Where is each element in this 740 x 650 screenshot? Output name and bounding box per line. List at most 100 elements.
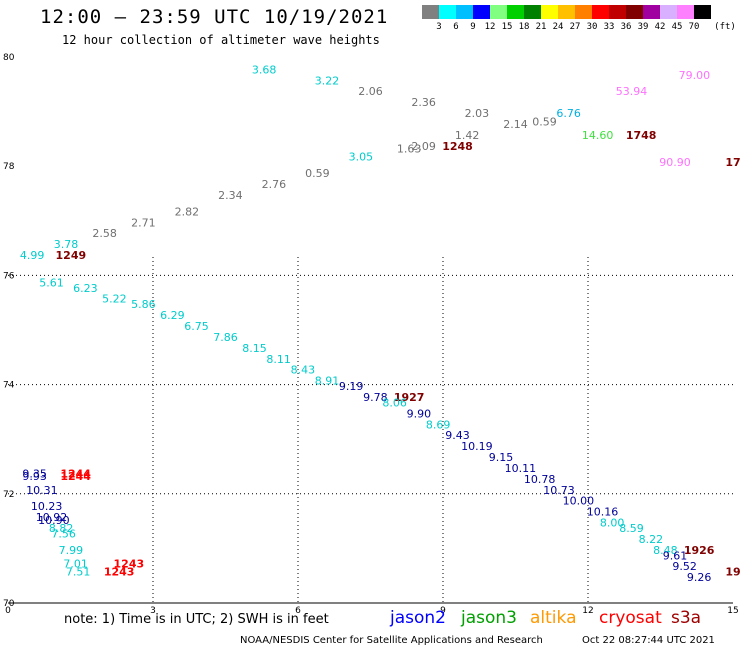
wave-height-label: 9.78 xyxy=(363,391,388,404)
wave-height-label: 8.91 xyxy=(315,375,340,388)
x-tick-label: 3 xyxy=(150,606,156,616)
wave-height-label: 10.00 xyxy=(563,495,595,508)
legend-swatch xyxy=(507,5,524,19)
wave-height-label: 8.59 xyxy=(619,522,644,535)
wave-height-label: 8.43 xyxy=(291,364,316,377)
legend-swatch xyxy=(541,5,558,19)
wave-height-label: 6.76 xyxy=(556,107,581,120)
wave-height-label: 10.19 xyxy=(461,440,493,453)
wave-height-label: 5.86 xyxy=(131,298,156,311)
wave-height-label: 9.52 xyxy=(672,560,697,573)
wave-height-label: 8.22 xyxy=(639,533,664,546)
wave-height-label: 2.71 xyxy=(131,216,156,229)
wave-height-label: 8.82 xyxy=(49,522,74,535)
wave-height-label: 2.34 xyxy=(218,189,243,202)
legend-swatch xyxy=(490,5,507,19)
x-tick-label: 6 xyxy=(295,606,301,616)
wave-height-label: 53.94 xyxy=(616,85,648,98)
wave-height-label: 6.23 xyxy=(73,282,98,295)
legend-swatch xyxy=(609,5,626,19)
map-subtitle: 12 hour collection of altimeter wave hei… xyxy=(62,33,380,47)
wave-height-label: 10.16 xyxy=(587,506,619,519)
wave-height-label: 2.03 xyxy=(465,107,490,120)
wave-height-label: 8.69 xyxy=(426,418,451,431)
wave-height-label: 7.99 xyxy=(59,544,84,557)
legend-swatch xyxy=(575,5,592,19)
wave-height-label: 2.36 xyxy=(411,96,436,109)
wave-height-label: 1243 xyxy=(114,558,145,571)
wave-height-label: 9.35 xyxy=(22,467,47,480)
y-tick-label: 80 xyxy=(3,53,15,63)
legend-label: 21 xyxy=(535,22,547,32)
wave-height-label: 9.90 xyxy=(407,407,432,420)
wave-height-label: 9.93 xyxy=(22,470,47,483)
wave-height-label: 5.61 xyxy=(39,276,64,289)
wave-height-label: 1243 xyxy=(104,566,135,579)
wave-height-label: 14.60 xyxy=(582,129,614,142)
wave-height-label: 1926 xyxy=(684,544,715,557)
wave-height-label: 9.61 xyxy=(663,549,688,562)
wave-height-label: 2.76 xyxy=(262,178,287,191)
wave-height-label: 8.48 xyxy=(653,544,678,557)
legend-swatch xyxy=(677,5,694,19)
wave-height-label: 2.14 xyxy=(503,118,528,131)
legend-swatch xyxy=(592,5,609,19)
legend-label: 39 xyxy=(637,22,649,32)
legend-swatch xyxy=(422,5,439,19)
wave-height-label: 1248 xyxy=(442,140,473,153)
satellite-s3a: s3a xyxy=(671,608,702,628)
legend-label: 33 xyxy=(603,22,615,32)
wave-height-label: 9.15 xyxy=(489,451,514,464)
wave-height-label: 3.68 xyxy=(252,63,277,76)
wave-height-label: 1244 xyxy=(60,467,91,480)
wave-height-label: 2.09 xyxy=(411,140,436,153)
wave-height-label: 0.59 xyxy=(532,115,557,128)
wave-height-label: 9.26 xyxy=(687,571,712,584)
wave-height-label: 10.92 xyxy=(36,511,68,524)
wave-height-label: 17 xyxy=(725,156,740,169)
wave-height-label: 8.15 xyxy=(242,342,267,355)
legend-swatch xyxy=(660,5,677,19)
wave-height-label: 1249 xyxy=(56,249,87,262)
legend-label: 18 xyxy=(518,22,530,32)
wave-height-label: 3.05 xyxy=(349,151,374,164)
x-tick-label: 0 xyxy=(5,606,11,616)
wave-height-label: 7.01 xyxy=(63,558,88,571)
wave-height-label: 8.00 xyxy=(600,517,625,530)
legend-label: 27 xyxy=(569,22,581,32)
legend-label: 36 xyxy=(620,22,632,32)
legend-label: 42 xyxy=(654,22,666,32)
wave-height-label: 7.86 xyxy=(213,331,238,344)
legend-label: 12 xyxy=(484,22,496,32)
wave-height-label: 19 xyxy=(725,566,740,579)
legend-swatch xyxy=(558,5,575,19)
wave-height-label: 3.78 xyxy=(54,238,79,251)
legend-label: 70 xyxy=(688,22,700,32)
wave-height-label: 2.06 xyxy=(358,85,383,98)
legend-swatch xyxy=(456,5,473,19)
satellite-cryosat: cryosat xyxy=(599,608,662,628)
wave-height-label: 1244 xyxy=(60,470,91,483)
wave-height-label: 3.22 xyxy=(315,74,340,87)
legend-swatch xyxy=(643,5,660,19)
wave-height-label: 1.63 xyxy=(397,143,422,156)
wave-height-label: 10.23 xyxy=(31,500,63,513)
wave-height-label: 79.00 xyxy=(679,69,711,82)
generated-timestamp: Oct 22 08:27:44 UTC 2021 xyxy=(582,635,715,646)
wave-height-label: 7.56 xyxy=(51,527,76,540)
x-tick-label: 15 xyxy=(727,606,738,616)
wave-height-label: 9.43 xyxy=(445,429,470,442)
wave-height-label: 4.99 xyxy=(20,249,45,262)
legend-label: 24 xyxy=(552,22,564,32)
y-tick-label: 74 xyxy=(3,381,15,391)
legend-swatch xyxy=(694,5,711,19)
satellite-jason3: jason3 xyxy=(461,608,517,628)
satellite-jason2: jason2 xyxy=(390,608,446,628)
wave-height-label: 1748 xyxy=(626,129,657,142)
wave-height-label: 10.73 xyxy=(543,484,575,497)
credit-line: NOAA/NESDIS Center for Satellite Applica… xyxy=(240,635,543,646)
wave-height-label: 10.78 xyxy=(524,473,556,486)
wave-height-label: 8.11 xyxy=(266,353,291,366)
legend-label: 9 xyxy=(470,22,476,32)
